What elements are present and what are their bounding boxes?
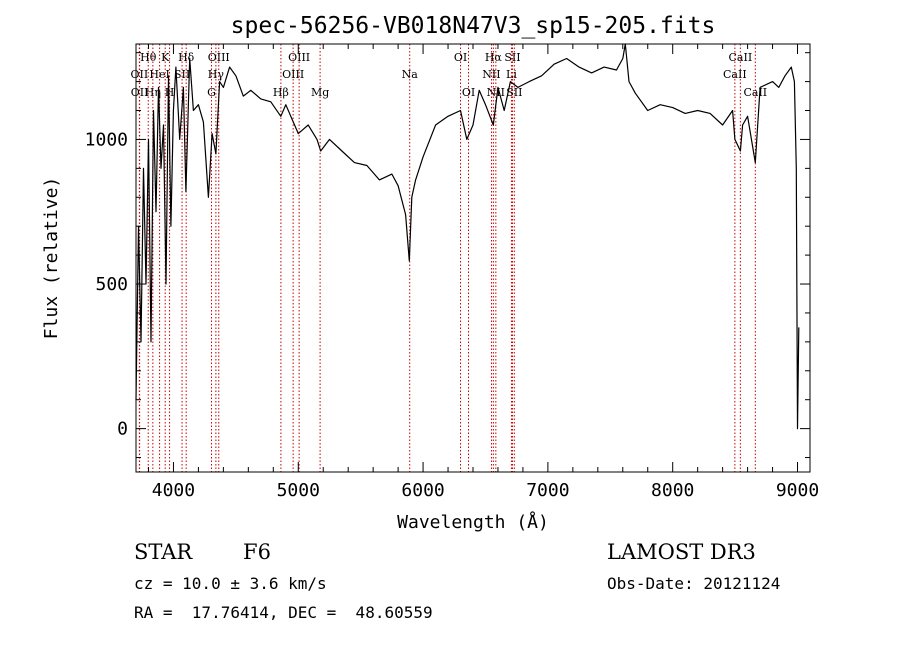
x-tick-label: 6000	[401, 480, 444, 501]
redshift-velocity: cz = 10.0 ± 3.6 km/s	[134, 574, 327, 593]
survey-name: LAMOST DR3	[607, 540, 756, 564]
line-label: NII	[482, 68, 500, 81]
chart-title: spec-56256-VB018N47V3_sp15-205.fits	[231, 13, 716, 39]
line-label: OIII	[208, 51, 230, 64]
line-label: OII	[131, 68, 149, 81]
line-label: SII	[174, 68, 190, 81]
y-tick-label: 0	[117, 419, 128, 440]
plot-frame	[135, 43, 811, 473]
y-tick-label: 1000	[85, 129, 128, 150]
object-class: STAR	[134, 540, 193, 564]
line-label: SII	[504, 51, 520, 64]
line-label: HeI	[149, 68, 169, 81]
line-label: OI	[462, 86, 475, 99]
line-label: Hη	[145, 86, 161, 99]
x-tick-label: 4000	[152, 480, 195, 501]
line-label: CaII	[743, 86, 767, 99]
line-label: CaII	[723, 68, 747, 81]
line-label: CaII	[729, 51, 753, 64]
line-labels: Hθ OII OII K HeI Hη SII H Hδ OIII Hγ G Hβ OIII OIII Mg N…	[131, 51, 768, 99]
x-axis-label: Wavelength (Å)	[397, 511, 549, 533]
line-label: Hθ	[140, 51, 157, 64]
line-label: Li	[506, 68, 517, 81]
series-group	[135, 43, 800, 430]
x-tick-label: 9000	[776, 480, 819, 501]
x-tick-label: 5000	[277, 480, 320, 501]
object-subclass: F6	[243, 540, 271, 564]
line-label: Hγ	[208, 68, 225, 81]
observation-date: Obs-Date: 20121124	[607, 574, 781, 593]
line-label: OII	[131, 86, 149, 99]
line-label: OI	[454, 51, 467, 64]
spectrum-line	[135, 43, 800, 430]
line-label: OIII	[288, 51, 310, 64]
line-label: K	[161, 51, 170, 64]
line-label: Hα	[485, 51, 503, 64]
line-label: NII	[487, 86, 505, 99]
line-label: Na	[402, 68, 419, 81]
line-label: Hδ	[178, 51, 195, 64]
line-label: SII	[506, 86, 522, 99]
line-label: Hβ	[273, 86, 289, 99]
y-axis-label: Flux (relative)	[41, 177, 62, 340]
y-tick-label: 500	[95, 274, 128, 295]
line-markers	[138, 44, 756, 472]
line-label: OIII	[282, 68, 304, 81]
x-tick-label: 7000	[526, 480, 569, 501]
line-label: H	[165, 86, 175, 99]
axis-ticks: 4000 5000 6000 7000 8000 9000 0 500 1000	[85, 44, 819, 501]
x-tick-label: 8000	[651, 480, 694, 501]
line-label: G	[207, 86, 216, 99]
sky-coordinates: RA = 17.76414, DEC = 48.60559	[134, 603, 433, 622]
line-label: Mg	[311, 86, 329, 99]
